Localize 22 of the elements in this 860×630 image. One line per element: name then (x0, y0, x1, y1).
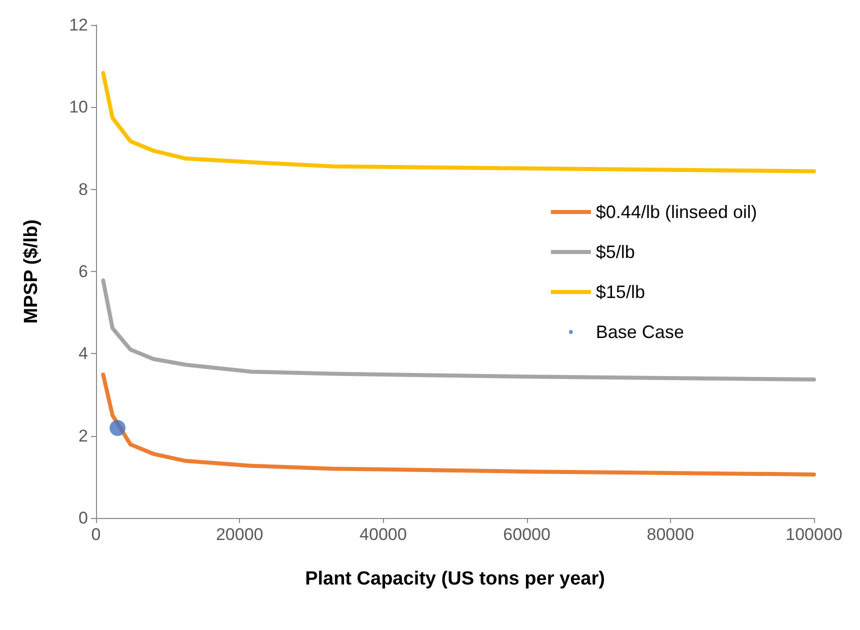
y-tick-label: 6 (78, 262, 88, 281)
x-tick-label: 100000 (786, 525, 842, 544)
x-tick-label: 60000 (503, 525, 550, 544)
x-axis-title: Plant Capacity (US tons per year) (305, 568, 605, 590)
legend-label: Base Case (596, 322, 684, 342)
y-tick-label: 12 (69, 16, 88, 34)
y-tick-label: 0 (78, 508, 88, 528)
legend-label: $0.44/lb (linseed oil) (596, 202, 758, 222)
legend-label: $15/lb (596, 282, 645, 302)
x-tick-label: 40000 (360, 525, 407, 544)
x-tick-label: 80000 (646, 525, 694, 544)
line-series (101, 372, 816, 476)
y-axis-title: MPSP ($/lb) (21, 219, 42, 324)
legend-label: $5/lb (596, 242, 635, 262)
y-tick-label: 4 (78, 344, 88, 364)
y-tick-label: 2 (78, 426, 88, 446)
y-tick-label: 8 (78, 180, 88, 199)
line-series (101, 71, 816, 174)
y-tick-label: 10 (69, 98, 88, 117)
x-tick-label: 0 (91, 525, 101, 544)
x-tick-label: 20000 (216, 525, 264, 544)
line-series (101, 278, 816, 382)
